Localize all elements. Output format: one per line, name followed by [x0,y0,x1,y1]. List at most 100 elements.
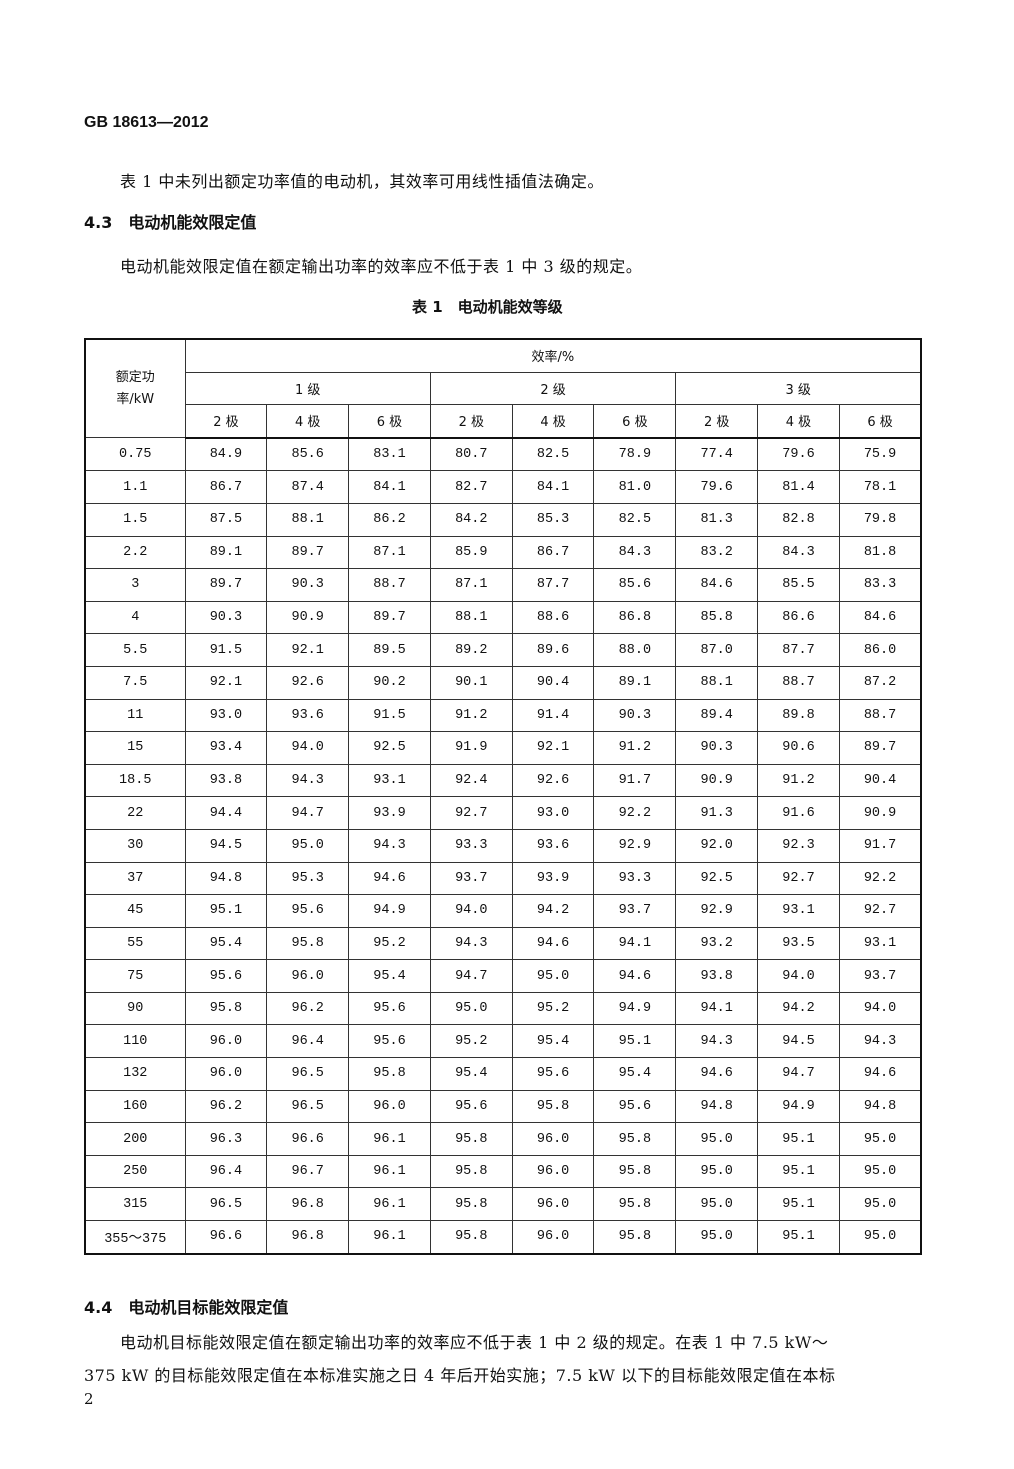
efficiency-cell: 92.1 [511,731,595,765]
efficiency-cell: 86.8 [593,600,677,635]
efficiency-cell: 95.4 [348,959,431,993]
power-cell: 11 [84,698,186,733]
efficiency-cell: 95.0 [511,959,595,993]
efficiency-cell: 94.3 [429,926,513,961]
power-cell: 3 [84,568,186,602]
efficiency-cell: 91.7 [593,763,677,798]
efficiency-cell: 95.6 [511,1057,595,1091]
efficiency-cell: 94.3 [838,1024,922,1059]
efficiency-cell: 92.9 [593,828,677,863]
efficiency-cell: 94.3 [675,1024,759,1059]
efficiency-cell: 96.2 [184,1089,268,1124]
efficiency-cell: 96.2 [266,991,350,1026]
efficiency-cell: 94.3 [348,828,431,863]
efficiency-cell: 92.4 [429,763,513,798]
efficiency-cell: 91.9 [429,731,513,765]
efficiency-cell: 85.6 [593,568,677,602]
efficiency-cell: 93.9 [511,861,595,896]
efficiency-cell: 84.1 [511,470,595,504]
efficiency-cell: 89.7 [838,731,922,765]
grade-header: 3 级 [675,371,922,406]
efficiency-cell: 95.1 [757,1154,840,1189]
efficiency-cell: 93.6 [511,828,595,863]
section-4-3-text: 电动机能效限定值在额定输出功率的效率应不低于表 1 中 3 级的规定。 [120,257,643,276]
efficiency-cell: 88.0 [593,633,677,667]
efficiency-cell: 94.7 [757,1057,840,1091]
efficiency-cell: 92.0 [675,828,759,863]
table-row: 7.5 92.1 92.6 90.2 90.1 90.4 89.1 88.1 88.7 87.2 [84,665,922,700]
power-cell: 5.5 [84,633,186,667]
efficiency-cell: 91.5 [184,633,268,667]
efficiency-cell: 95.8 [266,926,350,961]
efficiency-cell: 96.0 [348,1089,431,1124]
table-row: 30 94.5 95.0 94.3 93.3 93.6 92.9 92.0 92.3 91.7 [84,828,922,863]
pole-header: 2 极 [184,404,268,439]
efficiency-cell: 94.6 [593,959,677,993]
efficiency-cell: 94.0 [266,731,350,765]
efficiency-cell: 92.7 [838,894,922,928]
efficiency-cell: 92.6 [266,665,350,700]
efficiency-cell: 90.6 [757,731,840,765]
table-row: 3 89.7 90.3 88.7 87.1 87.7 85.6 84.6 85.5 83.3 [84,568,922,602]
efficiency-cell: 92.5 [348,731,431,765]
efficiency-cell: 91.2 [757,763,840,798]
efficiency-cell: 84.6 [675,568,759,602]
efficiency-cell: 95.8 [511,1089,595,1124]
efficiency-cell: 90.4 [838,763,922,798]
pole-header: 2 极 [675,404,759,439]
efficiency-cell: 89.7 [266,535,350,570]
efficiency-header: 效率/% [184,338,922,373]
efficiency-cell: 79.6 [675,470,759,504]
efficiency-cell: 95.8 [593,1122,677,1156]
efficiency-cell: 93.2 [675,926,759,961]
power-cell: 315 [84,1187,186,1222]
efficiency-cell: 89.7 [184,568,268,602]
efficiency-cell: 90.1 [429,665,513,700]
efficiency-cell: 93.9 [348,796,431,830]
efficiency-cell: 87.2 [838,665,922,700]
efficiency-cell: 91.6 [757,796,840,830]
power-cell: 30 [84,828,186,863]
pole-header: 4 极 [757,404,840,439]
pole-header: 6 极 [348,404,431,439]
efficiency-cell: 85.5 [757,568,840,602]
efficiency-cell: 94.7 [266,796,350,830]
table-row: 90 95.8 96.2 95.6 95.0 95.2 94.9 94.1 94.2 94.0 [84,991,922,1026]
efficiency-cell: 90.3 [593,698,677,733]
efficiency-cell: 91.2 [429,698,513,733]
efficiency-cell: 94.4 [184,796,268,830]
efficiency-cell: 89.5 [348,633,431,667]
efficiency-cell: 86.7 [511,535,595,570]
efficiency-cell: 86.6 [757,600,840,635]
efficiency-cell: 96.1 [348,1122,431,1156]
efficiency-cell: 94.2 [757,991,840,1026]
efficiency-cell: 93.7 [593,894,677,928]
efficiency-cell: 96.0 [511,1154,595,1189]
efficiency-cell: 95.0 [675,1187,759,1222]
efficiency-cell: 95.1 [757,1122,840,1156]
table-row: 22 94.4 94.7 93.9 92.7 93.0 92.2 91.3 91.6 90.9 [84,796,922,830]
efficiency-cell: 95.0 [838,1122,922,1156]
efficiency-cell: 78.9 [593,437,677,472]
efficiency-cell: 89.6 [511,633,595,667]
pole-header: 2 极 [429,404,513,439]
section-4-4-heading: 4.4 电动机目标能效限定值 [84,1298,289,1317]
table-row: 2.2 89.1 89.7 87.1 85.9 86.7 84.3 83.2 84.3 81.8 [84,535,922,570]
table-row: 132 96.0 96.5 95.8 95.4 95.6 95.4 94.6 94.7 94.6 [84,1057,922,1091]
section-4-4-line2: 375 kW 的目标能效限定值在本标准实施之日 4 年后开始实施；7.5 kW … [84,1366,836,1385]
efficiency-cell: 87.7 [757,633,840,667]
table-row: 200 96.3 96.6 96.1 95.8 96.0 95.8 95.0 95.1 95.0 [84,1122,922,1156]
grade-header: 1 级 [184,371,431,406]
efficiency-cell: 95.6 [348,991,431,1026]
efficiency-cell: 95.0 [429,991,513,1026]
power-cell: 55 [84,926,186,961]
efficiency-cell: 90.4 [511,665,595,700]
efficiency-cell: 96.5 [266,1089,350,1124]
efficiency-cell: 83.2 [675,535,759,570]
efficiency-cell: 87.7 [511,568,595,602]
efficiency-cell: 88.6 [511,600,595,635]
efficiency-cell: 91.3 [675,796,759,830]
efficiency-cell: 96.1 [348,1187,431,1222]
efficiency-cell: 96.1 [348,1154,431,1189]
efficiency-cell: 89.1 [184,535,268,570]
